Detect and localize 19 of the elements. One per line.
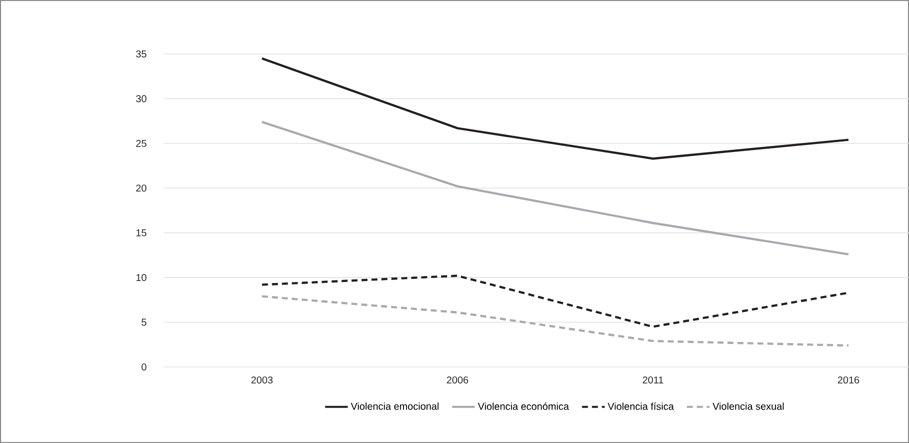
y-tick-label: 30 xyxy=(136,95,146,102)
line-series xyxy=(260,57,850,160)
line-series xyxy=(260,120,850,256)
legend-label: Violencia económica xyxy=(478,402,569,410)
legend-label: Violencia emocional xyxy=(350,402,439,410)
y-tick-label: 25 xyxy=(136,140,146,147)
y-tick-label: 20 xyxy=(136,184,146,192)
x-tick-label: 2011 xyxy=(642,376,664,384)
x-tick-label: 2006 xyxy=(446,376,468,384)
y-tick-label: 15 xyxy=(136,229,146,236)
legend-label: Violencia física xyxy=(608,402,674,410)
legend-label: Violencia sexual xyxy=(712,402,784,410)
x-tick-label: 2003 xyxy=(251,376,273,384)
x-tick-label: 2016 xyxy=(838,376,860,384)
y-tick-label: 10 xyxy=(136,274,146,282)
y-tick-label: 0 xyxy=(142,363,146,370)
y-tick-label: 35 xyxy=(136,50,146,58)
line-series xyxy=(260,295,850,347)
y-tick-label: 5 xyxy=(142,318,146,326)
